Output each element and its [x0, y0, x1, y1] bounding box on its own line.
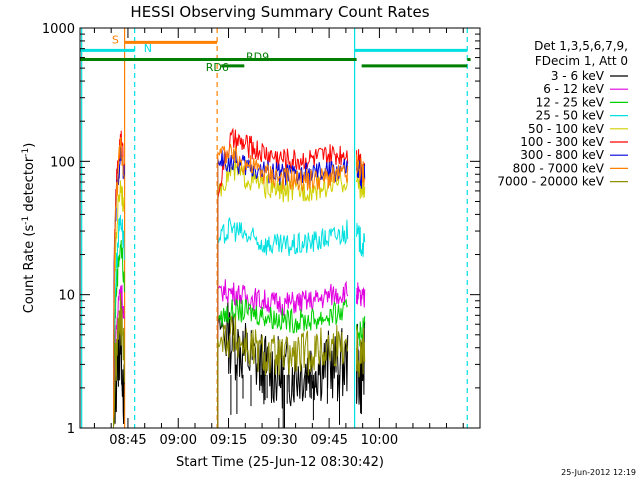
flag-label: RD9	[246, 51, 269, 64]
series-line	[113, 180, 125, 428]
x-axis: 08:45 09:00 09:15 09:30 09:45 10:00	[93, 28, 464, 448]
series-line	[217, 301, 349, 428]
legend-header-line-2: FDecim 1, Att 0	[535, 54, 628, 68]
x-tick-label: 09:30	[260, 433, 297, 448]
series-line	[217, 279, 349, 428]
series-line	[113, 214, 125, 428]
series-line	[217, 143, 349, 428]
series-line	[356, 154, 366, 187]
flag-bars: S N RD9 RD6	[80, 33, 471, 74]
series-line	[217, 217, 349, 428]
plot-frame	[79, 27, 481, 429]
series-line	[217, 149, 349, 428]
flag-label: N	[144, 42, 152, 55]
y-tick-label: 100	[50, 155, 75, 170]
y-axis-label: Count Rate (s-1 detector-1)	[21, 143, 37, 314]
x-tick-label: 08:45	[109, 433, 146, 448]
series-line	[217, 127, 349, 428]
legend-label: 6 - 12 keV	[543, 82, 605, 96]
legend-label: 25 - 50 keV	[536, 109, 605, 123]
legend-label: 7000 - 20000 keV	[497, 175, 604, 189]
series-line	[356, 282, 366, 308]
legend-label: 300 - 800 keV	[520, 148, 604, 162]
legend-label: 800 - 7000 keV	[513, 161, 605, 175]
series-spikes	[230, 374, 340, 428]
chart-title: HESSI Observing Summary Count Rates	[130, 3, 429, 21]
flag-label: RD6	[206, 61, 229, 74]
x-axis-label: Start Time (25-Jun-12 08:30:42)	[176, 455, 384, 470]
flag-label: S	[112, 33, 119, 46]
series-line	[356, 223, 366, 257]
legend-header-line-1: Det 1,3,5,6,7,9,	[534, 39, 628, 53]
legend-label: 3 - 6 keV	[551, 69, 605, 83]
y-axis: 1 10 100 1000	[42, 22, 480, 437]
series-line	[356, 326, 366, 378]
x-tick-label: 10:00	[361, 433, 398, 448]
marker-lines	[81, 28, 468, 428]
series-group	[113, 127, 366, 428]
x-tick-label: 09:15	[210, 433, 247, 448]
x-tick-label: 09:00	[160, 433, 197, 448]
footer-datestamp: 25-Jun-2012 12:19	[561, 468, 636, 477]
series-line	[113, 292, 125, 428]
y-tick-label: 10	[58, 289, 75, 304]
legend-label: 100 - 300 keV	[520, 135, 604, 149]
legend-label: 12 - 25 keV	[536, 95, 605, 109]
series-line	[113, 136, 125, 428]
x-tick-label: 09:45	[310, 433, 347, 448]
legend-label: 50 - 100 keV	[528, 122, 605, 136]
legend: Det 1,3,5,6,7,9, FDecim 1, Att 0 3 - 6 k…	[497, 39, 628, 189]
series-line	[217, 297, 349, 428]
series-line	[217, 315, 349, 428]
series-line	[113, 240, 125, 428]
y-tick-label: 1000	[42, 22, 75, 37]
y-tick-label: 1	[67, 422, 75, 437]
